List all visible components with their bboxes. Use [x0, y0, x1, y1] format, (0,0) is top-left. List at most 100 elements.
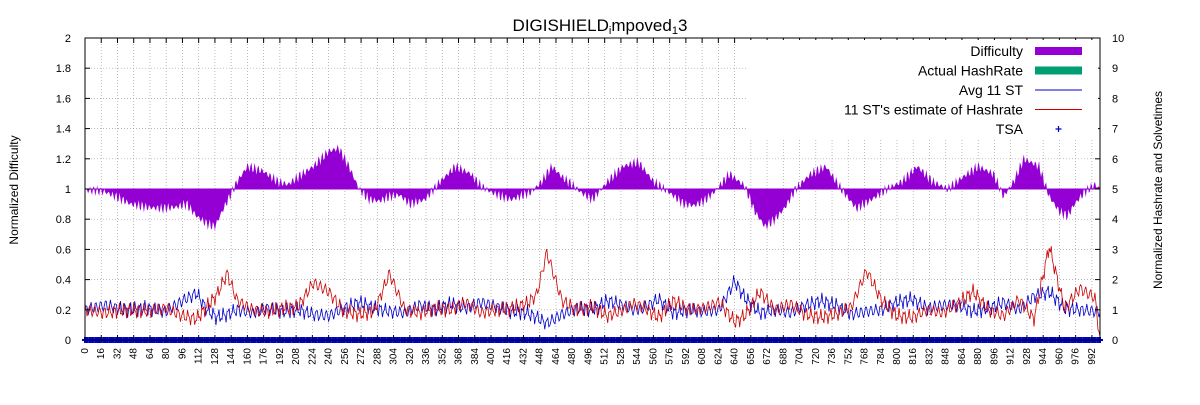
- x-tick-label: 752: [843, 348, 854, 365]
- y2-tick-label: 10: [1112, 33, 1124, 45]
- y-axis-title: Normalized Difficulty: [7, 135, 21, 244]
- x-tick-label: 144: [226, 348, 237, 365]
- x-tick-label: 560: [648, 348, 659, 365]
- x-tick-label: 528: [616, 348, 627, 365]
- x-tick-label: 768: [860, 348, 871, 365]
- y-tick-label: 1.2: [56, 154, 71, 166]
- x-tick-label: 656: [746, 348, 757, 365]
- x-tick-label: 592: [681, 348, 692, 365]
- series-11-st-estimate: [84, 246, 1101, 337]
- y-tick-label: 0.6: [56, 244, 71, 256]
- x-tick-label: 720: [811, 348, 822, 365]
- y-tick-label: 1.8: [56, 63, 71, 75]
- y2-tick-label: 0: [1112, 335, 1118, 347]
- x-tick-label: 352: [437, 348, 448, 365]
- x-tick-label: 960: [1054, 348, 1065, 365]
- x-tick-label: 304: [389, 348, 400, 365]
- y2-tick-label: 2: [1112, 275, 1118, 287]
- x-tick-label: 64: [145, 348, 156, 360]
- x-tick-label: 48: [129, 348, 140, 360]
- y2-tick-label: 3: [1112, 244, 1118, 256]
- x-tick-label: 864: [957, 348, 968, 365]
- legend: Difficulty Actual HashRate Avg 11 ST 11 ST'…: [748, 40, 1098, 138]
- legend-background: [748, 40, 1098, 138]
- x-tick-label: 608: [697, 348, 708, 365]
- x-tick-label: 544: [632, 348, 643, 365]
- legend-label: 11 ST's estimate of Hashrate: [844, 102, 1023, 118]
- chart-title: DIGISHIELDimpoved13: [513, 16, 688, 37]
- x-tick-label: 640: [730, 348, 741, 365]
- series-avg-11-st: [84, 275, 1101, 330]
- x-tick-label: 432: [518, 348, 529, 365]
- x-tick-label: 848: [941, 348, 952, 365]
- x-tick-label: 928: [1022, 348, 1033, 365]
- x-tick-label: 784: [876, 348, 887, 365]
- x-tick-label: 112: [194, 348, 205, 364]
- x-tick-label: 0: [80, 348, 91, 354]
- legend-swatch: [1035, 47, 1082, 55]
- y-tick-label: 0.2: [56, 305, 71, 317]
- y2-tick-label: 1: [1112, 305, 1118, 317]
- x-tick-label: 224: [307, 348, 318, 365]
- x-tick-label: 208: [291, 348, 302, 365]
- legend-swatch: [1055, 126, 1062, 132]
- legend-swatch: [1035, 66, 1082, 75]
- x-tick-label: 672: [762, 348, 773, 365]
- x-tick-label: 496: [583, 348, 594, 365]
- x-tick-label: 992: [1087, 348, 1098, 365]
- x-tick-label: 624: [713, 348, 724, 365]
- y2-tick-label: 8: [1112, 93, 1118, 105]
- y2-axis-title: Normalized Hashrate and Solvetimes: [1151, 91, 1165, 289]
- x-tick-label: 288: [372, 348, 383, 365]
- x-tick-label: 368: [454, 348, 465, 365]
- x-tick-label: 896: [989, 348, 1000, 365]
- x-tick-label: 336: [421, 348, 432, 365]
- series-difficulty: [85, 144, 1100, 231]
- x-tick-label: 384: [470, 348, 481, 365]
- legend-label: TSA: [996, 121, 1024, 137]
- x-tick-label: 256: [340, 348, 351, 365]
- x-tick-label: 320: [405, 348, 416, 365]
- x-tick-label: 832: [924, 348, 935, 365]
- y-tick-label: 0.8: [56, 214, 71, 226]
- x-tick-label: 400: [486, 348, 497, 365]
- x-tick-label: 736: [827, 348, 838, 365]
- y2-tick-label: 7: [1112, 124, 1118, 136]
- x-tick-label: 800: [892, 348, 903, 365]
- x-tick-label: 448: [535, 348, 546, 365]
- x-tick-label: 416: [502, 348, 513, 365]
- x-tick-label: 32: [112, 348, 123, 360]
- axes: 0 0.2 0.4 0.6 0.8 1 1.2 1.4 1.6 1.8 2 0 1 2 3 4 5 6 7 8 9 10 0…: [56, 33, 1125, 365]
- x-tick-label: 976: [1071, 348, 1082, 365]
- x-tick-label: 688: [778, 348, 789, 365]
- x-tick-label: 480: [567, 348, 578, 365]
- plot-area: [82, 144, 1103, 343]
- x-tick-label: 160: [242, 348, 253, 365]
- x-tick-label: 512: [600, 348, 611, 365]
- x-tick-label: 240: [324, 348, 335, 365]
- x-tick-label: 128: [210, 348, 221, 365]
- x-tick-label: 96: [177, 348, 188, 360]
- x-tick-label: 912: [1006, 348, 1017, 365]
- x-tick-label: 816: [908, 348, 919, 365]
- y2-tick-label: 5: [1112, 184, 1118, 196]
- x-tick-label: 704: [795, 348, 806, 365]
- x-tick-label: 16: [96, 348, 107, 360]
- y2-tick-label: 9: [1112, 63, 1118, 75]
- x-tick-label: 192: [275, 348, 286, 365]
- legend-label: Difficulty: [970, 43, 1023, 59]
- y-tick-label: 1: [65, 184, 71, 196]
- legend-label: Actual HashRate: [918, 63, 1023, 79]
- x-tick-label: 944: [1038, 348, 1049, 365]
- y2-tick-label: 6: [1112, 154, 1118, 166]
- x-tick-label: 80: [161, 348, 172, 360]
- y-tick-label: 0: [65, 335, 71, 347]
- x-tick-label: 880: [973, 348, 984, 365]
- legend-label: Avg 11 ST: [959, 82, 1024, 98]
- y-tick-label: 1.4: [56, 124, 71, 136]
- x-tick-label: 576: [665, 348, 676, 365]
- y2-tick-label: 4: [1112, 214, 1118, 226]
- x-tick-label: 176: [259, 348, 270, 365]
